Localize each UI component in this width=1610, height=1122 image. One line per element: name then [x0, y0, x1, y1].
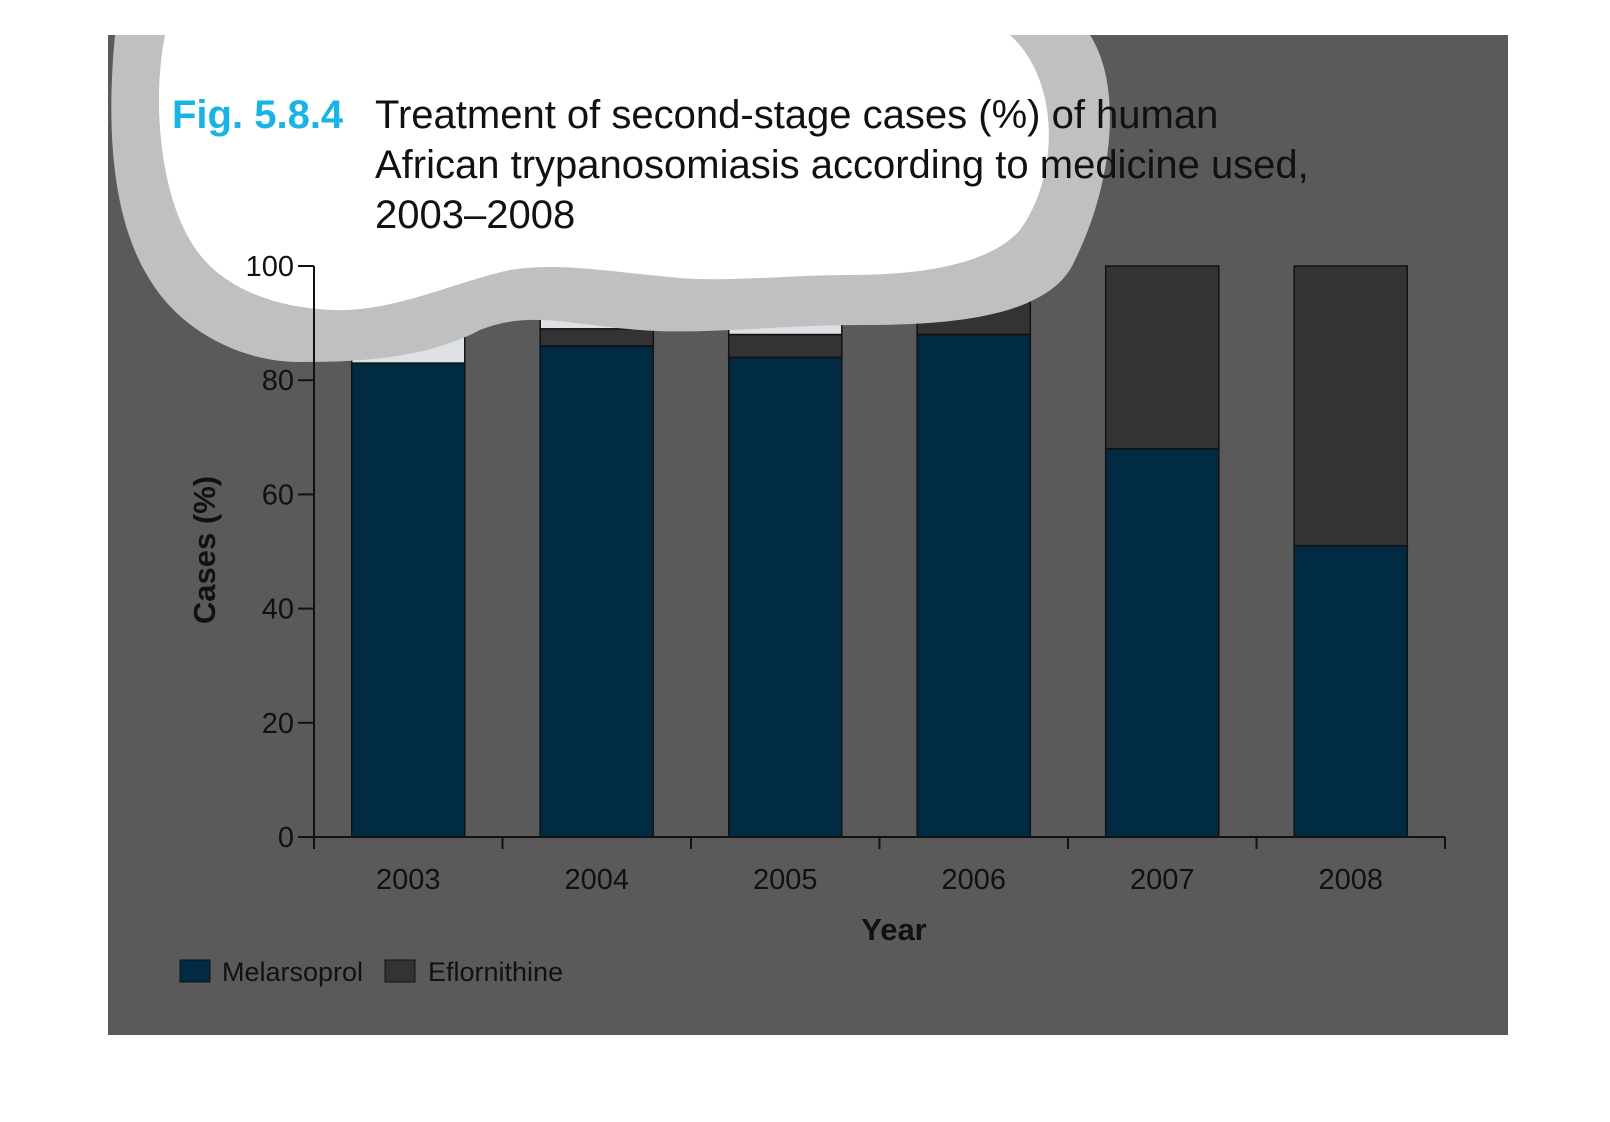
- bar-eflornithine-2004: [539, 328, 655, 347]
- legend-label-melarsoprol: Melarsoprol: [222, 957, 363, 987]
- bar-eflornithine-2007: [1104, 265, 1220, 450]
- legend: Melarsoprol Eflornithine: [179, 957, 563, 987]
- bar-melarsoprol-2004: [539, 345, 655, 838]
- figure-label: Fig. 5.8.4: [172, 93, 344, 137]
- bar-eflornithine-2005: [727, 333, 843, 359]
- y-tick-label-80: 80: [262, 365, 294, 397]
- highlight-overlay: [111, 35, 1110, 362]
- x-tick-label-2004: 2004: [564, 864, 629, 896]
- y-tick-label-0: 0: [278, 822, 294, 854]
- y-axis-title: Cases (%): [187, 476, 222, 624]
- legend-swatch-eflornithine: [384, 959, 416, 983]
- bar-melarsoprol-2007: [1104, 447, 1220, 838]
- x-tick-label-2008: 2008: [1318, 864, 1383, 896]
- figure-title-line-1: Treatment of second-stage cases (%) of h…: [375, 93, 1218, 137]
- y-tick-label-60: 60: [262, 479, 294, 511]
- bar-melarsoprol-2006: [916, 333, 1032, 838]
- bars-layer: [350, 265, 1409, 838]
- x-tick-label-2003: 2003: [376, 864, 441, 896]
- figure-title-line-3: 2003–2008: [375, 193, 575, 237]
- bar-eflornithine-2008: [1293, 265, 1409, 547]
- bar-melarsoprol-2005: [727, 356, 843, 838]
- x-tick-label-2007: 2007: [1130, 864, 1195, 896]
- x-tick-label-2005: 2005: [753, 864, 818, 896]
- y-tick-label-100: 100: [246, 251, 294, 283]
- y-tick-label-40: 40: [262, 594, 294, 626]
- bar-melarsoprol-2003: [350, 362, 466, 838]
- y-tick-label-20: 20: [262, 708, 294, 740]
- legend-label-eflornithine: Eflornithine: [428, 957, 563, 987]
- legend-swatch-melarsoprol: [179, 959, 211, 983]
- y-axis-ticks: 0 20 40 60 80 100: [246, 251, 314, 854]
- bar-melarsoprol-2008: [1293, 545, 1409, 838]
- figure-title-line-2: African trypanosomiasis according to med…: [375, 143, 1309, 187]
- x-tick-label-2006: 2006: [941, 864, 1006, 896]
- highlight-blob: [158, 35, 1049, 311]
- x-axis-title: Year: [861, 912, 927, 947]
- x-axis-ticks: 2003 2004 2005 2006 2007 2008: [313, 837, 1446, 896]
